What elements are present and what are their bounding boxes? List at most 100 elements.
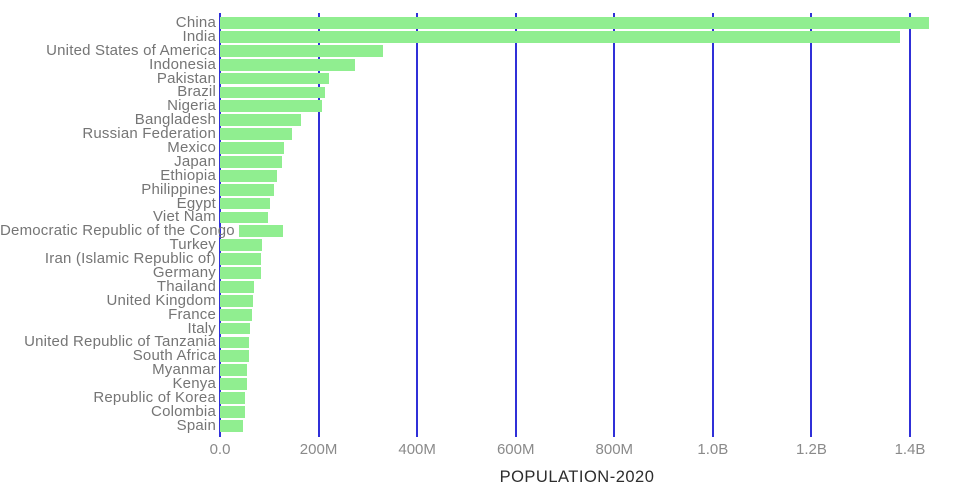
gridline bbox=[909, 13, 911, 437]
bar-row: Iran (Islamic Republic of) bbox=[0, 250, 960, 268]
bar-row: France bbox=[0, 305, 960, 323]
bar-row: United States of America bbox=[0, 43, 960, 58]
population-bar bbox=[220, 197, 271, 210]
bar-row: Spain bbox=[0, 416, 960, 434]
gridline bbox=[613, 13, 616, 437]
y-axis-label-cell: Viet Nam bbox=[0, 210, 220, 225]
bar-row: India bbox=[0, 27, 960, 45]
y-axis-label: Thailand bbox=[156, 277, 216, 295]
y-axis-label: United Kingdom bbox=[106, 291, 216, 309]
y-axis-label: Ethiopia bbox=[160, 166, 216, 184]
population-bar bbox=[220, 58, 355, 71]
population-bar bbox=[220, 128, 292, 140]
bar-row: Mexico bbox=[0, 140, 960, 155]
population-bar bbox=[220, 294, 254, 307]
gridline bbox=[219, 13, 221, 437]
population-bar bbox=[220, 364, 247, 377]
population-bar bbox=[220, 239, 262, 252]
y-axis-label: Colombia bbox=[151, 402, 216, 420]
gridline bbox=[514, 13, 517, 437]
population-bar bbox=[220, 142, 284, 154]
y-axis-label-cell: Bangladesh bbox=[0, 111, 220, 129]
bar-row: Philippines bbox=[0, 180, 960, 198]
y-axis-label: Nigeria bbox=[167, 97, 216, 115]
x-tick-label: 400M bbox=[398, 441, 436, 458]
bar-row: Turkey bbox=[0, 237, 960, 252]
x-axis: 0.0 200M 400M 600M 800M 1.0B 1.2B 1.4B bbox=[0, 441, 960, 459]
population-bar bbox=[220, 72, 329, 85]
population-bar bbox=[220, 322, 250, 335]
bar-row: Kenya bbox=[0, 376, 960, 391]
bar-row: United Kingdom bbox=[0, 291, 960, 309]
y-axis-label-cell: France bbox=[0, 305, 220, 323]
bar-row: Indonesia bbox=[0, 55, 960, 73]
population-bar bbox=[220, 378, 247, 390]
population-bar bbox=[220, 86, 325, 99]
y-axis-label: Spain bbox=[176, 416, 216, 434]
y-axis-label-cell: Japan bbox=[0, 154, 220, 169]
y-axis-label-cell: Pakistan bbox=[0, 69, 220, 87]
bar-row: Germany bbox=[0, 264, 960, 282]
bar-rows: China India United States of America Indone… bbox=[0, 14, 960, 434]
y-axis-label-cell: China bbox=[0, 14, 220, 31]
y-axis-label-cell: Philippines bbox=[0, 180, 220, 198]
y-axis-label: India bbox=[182, 27, 216, 45]
y-axis-label: Germany bbox=[152, 264, 216, 282]
y-axis-label-cell: Iran (Islamic Republic of) bbox=[0, 250, 220, 268]
bar-row: China bbox=[0, 14, 960, 31]
y-axis-label: Republic of Korea bbox=[93, 389, 216, 407]
y-axis-label: Iran (Islamic Republic of) bbox=[44, 250, 216, 268]
gridline bbox=[810, 13, 813, 437]
y-axis-label-cell: Nigeria bbox=[0, 97, 220, 115]
population-bar bbox=[220, 211, 268, 224]
y-axis-label: Russian Federation bbox=[82, 125, 216, 143]
x-tick-label: 1.4B bbox=[894, 441, 926, 458]
y-axis-label: Italy bbox=[187, 319, 216, 337]
bar-row: Japan bbox=[0, 154, 960, 169]
population-bar bbox=[220, 30, 901, 43]
y-axis-label: France bbox=[168, 305, 216, 323]
x-tick-label: 0.0 bbox=[209, 441, 231, 458]
y-axis-label: China bbox=[175, 14, 216, 31]
population-bar bbox=[220, 100, 322, 113]
bar-row: Democratic Republic of the Congo bbox=[0, 223, 960, 238]
x-tick-label: 600M bbox=[496, 441, 535, 458]
y-axis-label-cell: Republic of Korea bbox=[0, 389, 220, 407]
y-axis-label: Bangladesh bbox=[134, 111, 216, 129]
y-axis-label-cell: Mexico bbox=[0, 140, 220, 155]
gridline bbox=[317, 13, 320, 437]
y-axis-label-cell: Spain bbox=[0, 416, 220, 434]
population-bar bbox=[220, 169, 277, 182]
population-bar bbox=[220, 267, 262, 279]
population-bar bbox=[220, 308, 253, 321]
population-bar bbox=[220, 350, 250, 363]
population-bar bbox=[220, 155, 283, 168]
bar-row: South Africa bbox=[0, 348, 960, 363]
y-axis-label-cell: Italy bbox=[0, 319, 220, 337]
y-axis-label-cell: Brazil bbox=[0, 83, 220, 101]
bar-row: United Republic of Tanzania bbox=[0, 335, 960, 349]
y-axis-label: Brazil bbox=[177, 83, 216, 101]
bar-row: Viet Nam bbox=[0, 210, 960, 224]
y-axis-label-cell: United Kingdom bbox=[0, 291, 220, 309]
y-axis-label-cell: Myanmar bbox=[0, 362, 220, 377]
y-axis-label: Philippines bbox=[141, 180, 216, 198]
plot-area bbox=[219, 13, 936, 437]
y-axis-label-cell: Thailand bbox=[0, 277, 220, 295]
bar-row: Ethiopia bbox=[0, 166, 960, 184]
population-bar bbox=[220, 280, 255, 293]
population-bar bbox=[220, 114, 302, 127]
population-bar bbox=[220, 405, 246, 418]
y-axis-label-cell: Kenya bbox=[0, 376, 220, 391]
x-tick-label: 1.0B bbox=[697, 441, 729, 458]
population-bar bbox=[220, 44, 384, 57]
bar-row: Republic of Korea bbox=[0, 389, 960, 407]
y-axis-label: Indonesia bbox=[149, 55, 216, 73]
y-axis-label: Pakistan bbox=[156, 69, 216, 87]
bar-row: Myanmar bbox=[0, 362, 960, 377]
population-bar bbox=[220, 392, 246, 404]
bar-row: Brazil bbox=[0, 85, 960, 99]
population-bar bbox=[220, 336, 250, 349]
gridline bbox=[711, 13, 714, 437]
y-axis-label-cell: United Republic of Tanzania bbox=[0, 335, 220, 350]
